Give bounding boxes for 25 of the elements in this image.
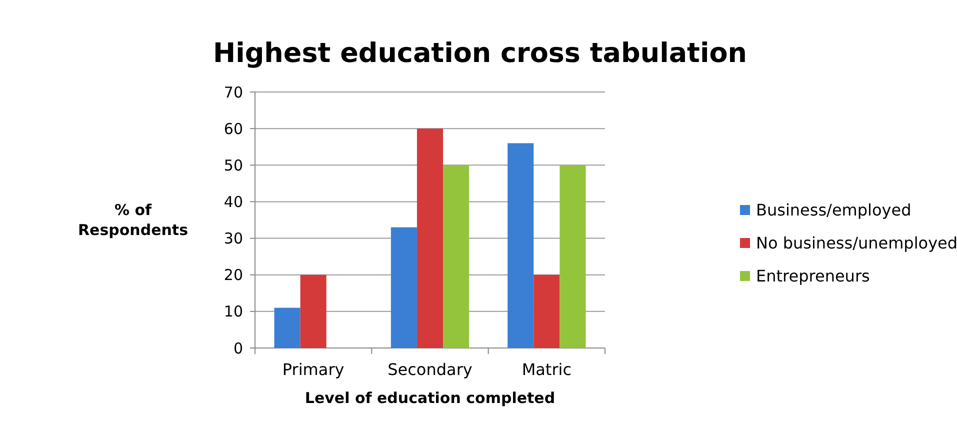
x-axis-title: Level of education completed <box>304 389 556 407</box>
legend-label: No business/unemployed <box>756 234 957 253</box>
chart-title: Highest education cross tabulation <box>212 38 748 69</box>
y-tick-label: 50 <box>224 156 243 174</box>
x-tick-label: Secondary <box>388 360 472 379</box>
bar <box>390 227 417 348</box>
legend-label: Entrepreneurs <box>756 266 870 286</box>
y-tick-label: 10 <box>224 302 243 321</box>
y-tick-label: 0 <box>233 339 243 358</box>
y-tick-label: 60 <box>224 120 243 138</box>
y-tick-label: 70 <box>224 83 243 102</box>
y-tick-label: 20 <box>224 266 243 284</box>
bar <box>443 165 470 348</box>
bar <box>534 274 560 348</box>
legend-label: Business/employed <box>756 200 912 220</box>
y-tick-label: 40 <box>224 192 243 211</box>
bar <box>416 128 444 348</box>
bar <box>508 143 534 348</box>
x-tick-label: Matric <box>522 360 572 379</box>
bar <box>300 274 326 348</box>
bar <box>560 165 586 348</box>
y-tick-label: 30 <box>224 230 243 248</box>
y-axis-title: % of Respondents <box>78 201 188 239</box>
x-tick-label: Primary <box>282 360 344 379</box>
bar <box>274 308 300 348</box>
